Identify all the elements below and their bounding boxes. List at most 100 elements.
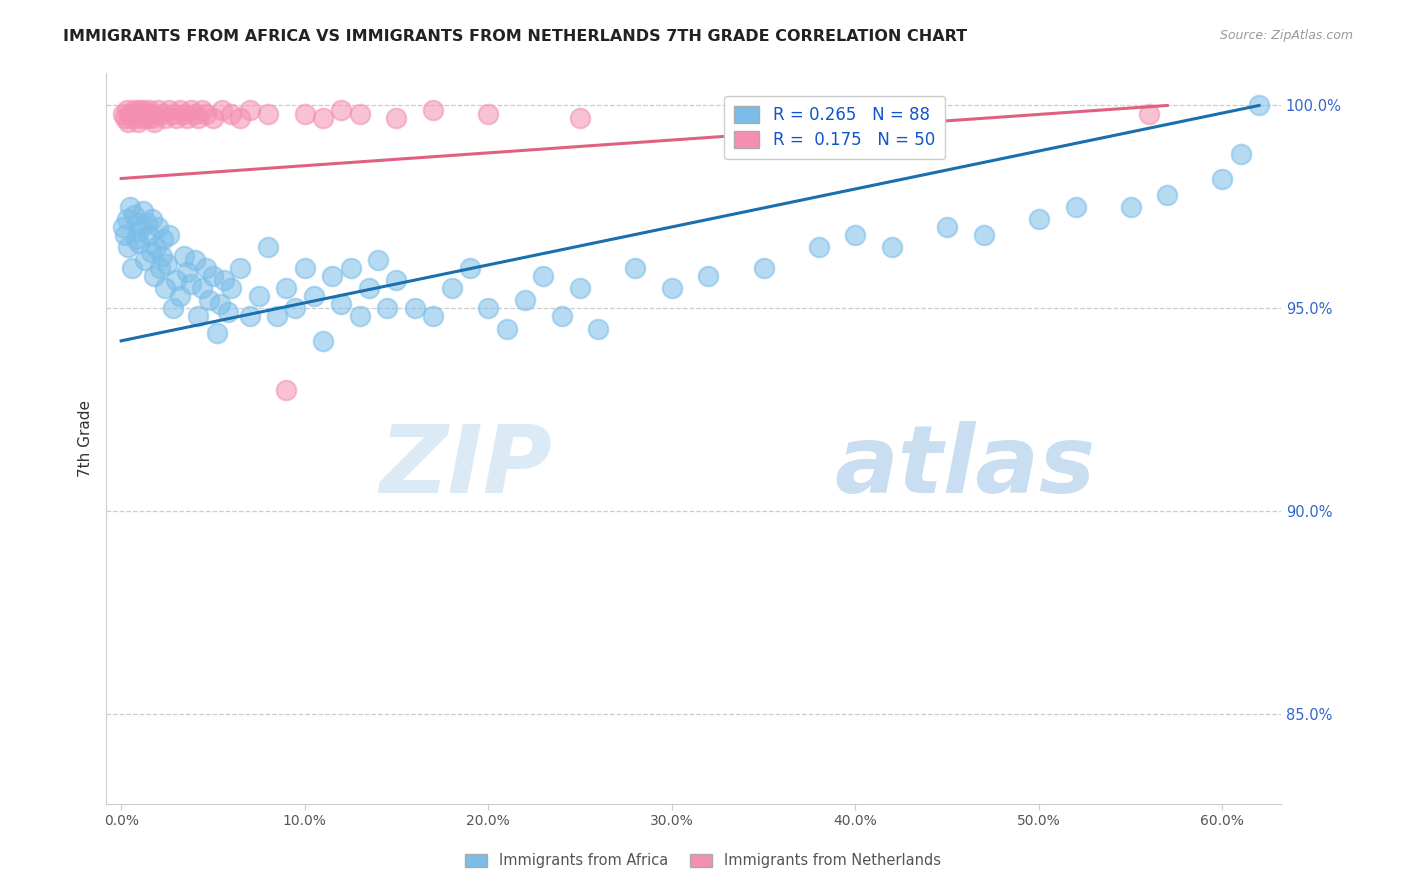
- Point: [973, 228, 995, 243]
- Point: [349, 106, 371, 120]
- Point: [247, 289, 270, 303]
- Point: [157, 103, 180, 117]
- Point: [330, 297, 353, 311]
- Point: [513, 293, 536, 308]
- Point: [152, 232, 174, 246]
- Point: [115, 103, 138, 117]
- Point: [165, 273, 187, 287]
- Point: [173, 249, 195, 263]
- Point: [176, 265, 198, 279]
- Point: [138, 103, 160, 117]
- Point: [134, 252, 156, 267]
- Text: IMMIGRANTS FROM AFRICA VS IMMIGRANTS FROM NETHERLANDS 7TH GRADE CORRELATION CHAR: IMMIGRANTS FROM AFRICA VS IMMIGRANTS FRO…: [63, 29, 967, 44]
- Point: [111, 106, 134, 120]
- Point: [339, 260, 361, 275]
- Point: [294, 260, 316, 275]
- Point: [187, 111, 209, 125]
- Legend: R = 0.265   N = 88, R =  0.175   N = 50: R = 0.265 N = 88, R = 0.175 N = 50: [724, 96, 945, 159]
- Point: [422, 310, 444, 324]
- Point: [150, 106, 173, 120]
- Point: [880, 240, 903, 254]
- Point: [138, 228, 160, 243]
- Point: [1028, 212, 1050, 227]
- Point: [156, 257, 179, 271]
- Point: [217, 305, 239, 319]
- Point: [132, 103, 155, 117]
- Point: [1229, 147, 1251, 161]
- Point: [330, 103, 353, 117]
- Point: [219, 106, 242, 120]
- Point: [1156, 187, 1178, 202]
- Point: [157, 228, 180, 243]
- Text: Source: ZipAtlas.com: Source: ZipAtlas.com: [1219, 29, 1353, 42]
- Point: [120, 106, 142, 120]
- Point: [150, 249, 173, 263]
- Point: [588, 321, 610, 335]
- Point: [568, 281, 591, 295]
- Point: [385, 273, 408, 287]
- Point: [367, 252, 389, 267]
- Point: [127, 216, 149, 230]
- Point: [844, 228, 866, 243]
- Point: [194, 106, 217, 120]
- Point: [568, 111, 591, 125]
- Point: [153, 281, 176, 295]
- Point: [117, 114, 139, 128]
- Point: [201, 111, 224, 125]
- Point: [276, 281, 298, 295]
- Point: [807, 240, 830, 254]
- Point: [122, 103, 145, 117]
- Point: [302, 289, 325, 303]
- Point: [458, 260, 481, 275]
- Point: [266, 310, 288, 324]
- Point: [149, 260, 172, 275]
- Point: [357, 281, 380, 295]
- Point: [143, 114, 166, 128]
- Point: [385, 111, 408, 125]
- Point: [1119, 200, 1142, 214]
- Point: [183, 252, 205, 267]
- Point: [229, 111, 252, 125]
- Point: [201, 268, 224, 283]
- Point: [145, 240, 167, 254]
- Point: [141, 212, 163, 227]
- Point: [495, 321, 517, 335]
- Point: [131, 111, 153, 125]
- Point: [257, 106, 280, 120]
- Point: [135, 216, 157, 230]
- Point: [125, 106, 148, 120]
- Point: [121, 111, 143, 125]
- Point: [146, 220, 169, 235]
- Point: [697, 268, 720, 283]
- Point: [229, 260, 252, 275]
- Point: [550, 310, 572, 324]
- Point: [212, 273, 235, 287]
- Point: [422, 103, 444, 117]
- Point: [477, 106, 499, 120]
- Point: [198, 293, 221, 308]
- Point: [477, 301, 499, 316]
- Point: [312, 334, 335, 348]
- Point: [440, 281, 463, 295]
- Point: [294, 106, 316, 120]
- Point: [1137, 106, 1160, 120]
- Point: [121, 260, 143, 275]
- Point: [284, 301, 307, 316]
- Point: [1064, 200, 1087, 214]
- Point: [128, 224, 150, 238]
- Point: [134, 106, 156, 120]
- Point: [375, 301, 398, 316]
- Point: [114, 228, 136, 243]
- Point: [936, 220, 959, 235]
- Point: [141, 111, 163, 125]
- Point: [128, 106, 150, 120]
- Point: [135, 111, 157, 125]
- Point: [276, 383, 298, 397]
- Point: [239, 310, 262, 324]
- Point: [139, 106, 162, 120]
- Point: [127, 114, 149, 128]
- Point: [321, 268, 343, 283]
- Point: [120, 200, 142, 214]
- Point: [128, 103, 150, 117]
- Point: [162, 301, 184, 316]
